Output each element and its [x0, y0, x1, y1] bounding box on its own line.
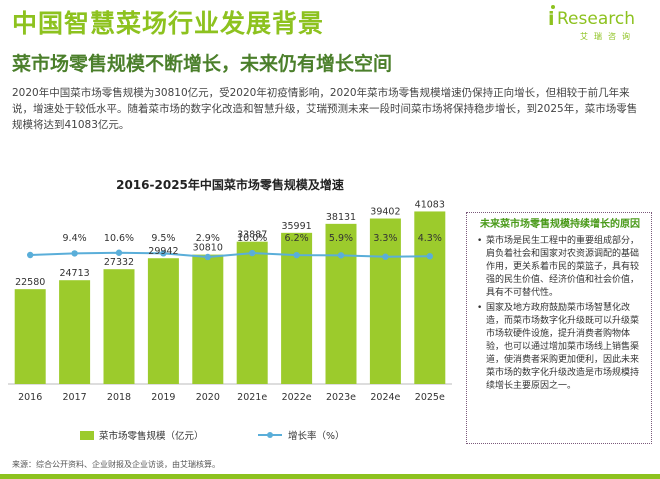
- bar-value-label: 39402: [370, 207, 400, 218]
- chart-title: 2016-2025年中国菜市场零售规模及增速: [116, 178, 344, 192]
- rate-label: 10.6%: [104, 233, 134, 244]
- bar: [236, 241, 268, 384]
- bottom-accent-bar: [0, 474, 660, 479]
- rate-label: 10.0%: [237, 233, 267, 244]
- bar: [103, 269, 135, 384]
- growth-rate-point: [293, 251, 300, 259]
- rate-label: 9.4%: [63, 233, 87, 244]
- bar: [369, 218, 401, 384]
- page-title: 中国智慧菜场行业发展背景: [12, 9, 325, 38]
- bar-value-label: 27332: [104, 257, 134, 268]
- bar: [147, 258, 179, 384]
- growth-rate-point: [27, 251, 34, 259]
- growth-rate-point: [382, 253, 389, 260]
- logo-dot-icon: [551, 5, 555, 9]
- reason-item: 国家及地方政府鼓励菜市场智慧化改造，而菜市场数字化升级既可以升级菜市场软硬件设施…: [477, 302, 643, 393]
- bar-value-label: 30810: [193, 243, 223, 254]
- bar-value-label: 33887: [237, 230, 267, 241]
- rate-label: 6.2%: [285, 233, 309, 244]
- logo-brand: Research: [557, 9, 635, 29]
- growth-rate-point: [115, 249, 123, 256]
- growth-rate-point: [160, 250, 167, 257]
- bar-value-label: 22580: [15, 277, 45, 288]
- growth-rate-point: [71, 250, 78, 257]
- bar: [192, 254, 224, 384]
- growth-rate-line: [30, 251, 430, 258]
- bar: [414, 211, 446, 384]
- x-tick-label: 2022e: [282, 392, 312, 403]
- x-tick-label: 2019: [151, 392, 175, 403]
- bar-value-label: 41083: [415, 199, 445, 210]
- growth-rate-point: [204, 253, 211, 261]
- bar-value-label: 24713: [59, 268, 89, 279]
- rate-label: 5.9%: [329, 233, 353, 244]
- bar-value-label: 38131: [326, 212, 356, 223]
- x-tick-label: 2021e: [237, 392, 267, 403]
- bar: [14, 289, 46, 384]
- bar-value-label: 35991: [281, 221, 311, 232]
- bar-value-label: 29942: [148, 246, 178, 257]
- reasons-list: 菜市场是民生工程中的重要组成部分，肩负着社会和国家对农资源调配的基础作用，更关系…: [477, 235, 643, 393]
- rate-label: 2.9%: [196, 233, 220, 244]
- legend-line-marker: [267, 432, 273, 438]
- legend-bar-swatch: [80, 431, 94, 440]
- reason-item: 菜市场是民生工程中的重要组成部分，肩负着社会和国家对农资源调配的基础作用，更关系…: [477, 235, 643, 300]
- x-tick-label: 2017: [63, 392, 87, 403]
- growth-rate-point: [337, 252, 345, 259]
- x-tick-label: 2025e: [415, 392, 445, 403]
- page-subtitle: 菜市场零售规模不断增长，未来仍有增长空间: [12, 53, 393, 75]
- sidebar-title: 未来菜市场零售规模持续增长的原因: [480, 219, 640, 230]
- growth-reasons-box: 未来菜市场零售规模持续增长的原因 菜市场是民生工程中的重要组成部分，肩负着社会和…: [466, 212, 652, 444]
- growth-rate-point: [249, 249, 256, 257]
- growth-rate-point: [426, 253, 433, 260]
- x-tick-label: 2023e: [326, 392, 356, 403]
- bar: [59, 280, 91, 384]
- legend-bar-label: 菜市场零售规模（亿元）: [99, 430, 204, 442]
- x-tick-label: 2016: [18, 392, 42, 403]
- logo-brand-cn: 艾瑞咨询: [580, 32, 636, 41]
- iresearch-logo: i Research 艾瑞咨询: [548, 5, 636, 42]
- rate-label: 3.3%: [373, 233, 397, 244]
- x-tick-label: 2018: [107, 392, 131, 403]
- rate-label: 4.3%: [418, 233, 442, 244]
- intro-paragraph: 2020年中国菜市场零售规模为30810亿元，受2020年初疫情影响，2020年…: [12, 87, 638, 131]
- bar: [325, 223, 357, 384]
- legend-line-label: 增长率（%）: [288, 430, 345, 442]
- source-note: 来源：综合公开资料、企业财报及企业访谈，由艾瑞核算。: [12, 460, 220, 469]
- retail-scale-chart: 22580 2016 24713 2017 9.4% 27332 2018 10.6% 2994…: [8, 199, 452, 442]
- x-tick-label: 2020: [196, 392, 220, 403]
- x-tick-label: 2024e: [370, 392, 400, 403]
- rate-label: 9.5%: [151, 233, 175, 244]
